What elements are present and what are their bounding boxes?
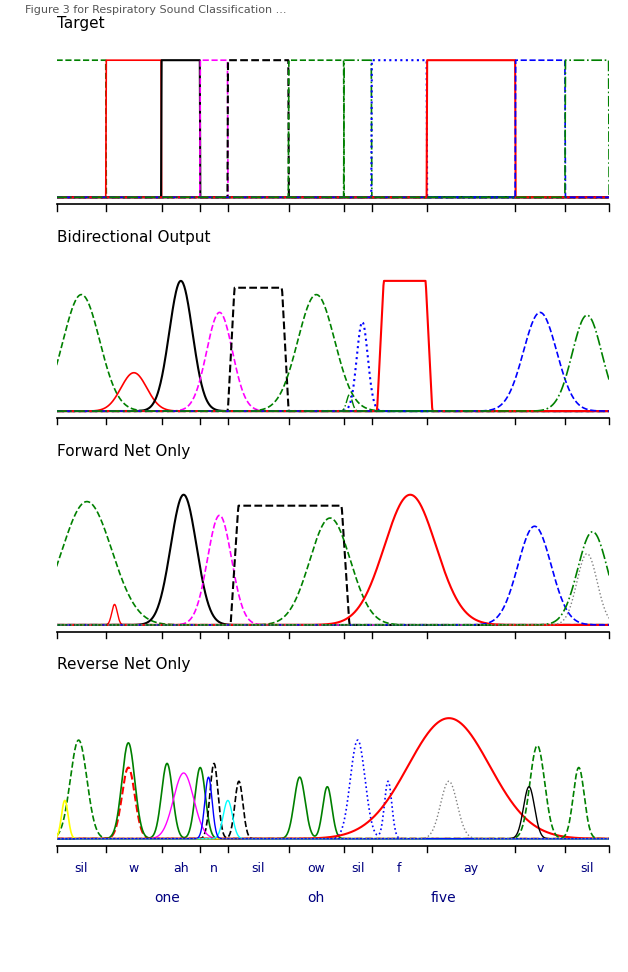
Text: n: n — [210, 862, 218, 875]
Text: sil: sil — [580, 862, 594, 875]
Text: five: five — [431, 890, 456, 905]
Text: ow: ow — [307, 862, 325, 875]
Text: sil: sil — [75, 862, 88, 875]
Text: sil: sil — [251, 862, 265, 875]
Text: Reverse Net Only: Reverse Net Only — [57, 657, 190, 673]
Text: ay: ay — [463, 862, 479, 875]
Text: Target: Target — [57, 16, 104, 31]
Text: ah: ah — [173, 862, 188, 875]
Text: v: v — [536, 862, 544, 875]
Text: Bidirectional Output: Bidirectional Output — [57, 229, 210, 245]
Text: one: one — [154, 890, 180, 905]
Text: Forward Net Only: Forward Net Only — [57, 443, 190, 459]
Text: sil: sil — [351, 862, 364, 875]
Text: oh: oh — [308, 890, 325, 905]
Text: f: f — [397, 862, 401, 875]
Text: w: w — [129, 862, 139, 875]
Text: Figure 3 for Respiratory Sound Classification ...: Figure 3 for Respiratory Sound Classific… — [25, 5, 286, 15]
